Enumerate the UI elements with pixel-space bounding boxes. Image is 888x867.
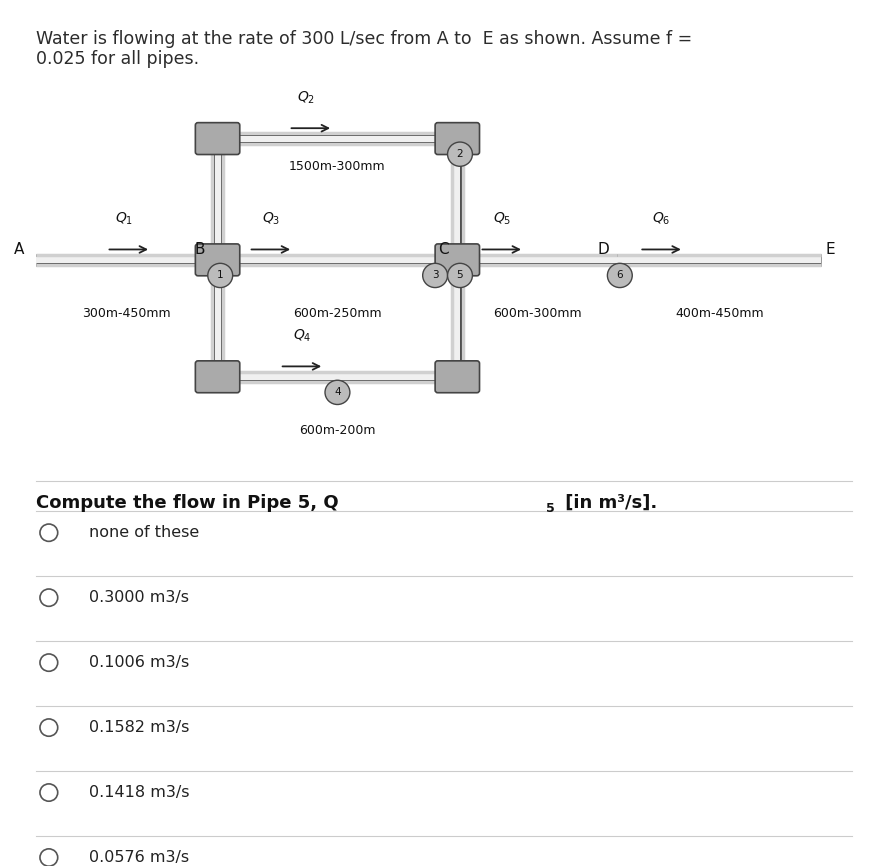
Text: $Q_4$: $Q_4$ — [293, 328, 311, 344]
Circle shape — [208, 264, 233, 288]
Text: 600m-200m: 600m-200m — [299, 425, 376, 438]
Circle shape — [607, 264, 632, 288]
Text: 600m-250mm: 600m-250mm — [293, 308, 382, 321]
Text: 0.0576 m3/s: 0.0576 m3/s — [89, 850, 189, 865]
Circle shape — [448, 142, 472, 166]
Text: 3: 3 — [432, 271, 439, 280]
Text: 5: 5 — [546, 502, 555, 515]
FancyBboxPatch shape — [435, 244, 480, 276]
Text: 0.025 for all pipes.: 0.025 for all pipes. — [36, 50, 199, 68]
FancyBboxPatch shape — [195, 122, 240, 154]
Text: D: D — [597, 242, 609, 257]
Text: E: E — [826, 242, 835, 257]
Text: B: B — [194, 242, 205, 257]
Text: 6: 6 — [616, 271, 623, 280]
Text: 1500m-300mm: 1500m-300mm — [289, 160, 385, 173]
Text: none of these: none of these — [89, 525, 199, 540]
Text: C: C — [438, 242, 448, 257]
Text: 0.3000 m3/s: 0.3000 m3/s — [89, 590, 189, 605]
Text: 0.1418 m3/s: 0.1418 m3/s — [89, 785, 189, 800]
Text: 4: 4 — [334, 388, 341, 397]
FancyBboxPatch shape — [435, 122, 480, 154]
Text: $Q_2$: $Q_2$ — [297, 89, 315, 106]
Text: 5: 5 — [456, 271, 464, 280]
Text: [in m³/s].: [in m³/s]. — [559, 493, 658, 512]
FancyBboxPatch shape — [195, 361, 240, 393]
Text: $Q_6$: $Q_6$ — [653, 211, 670, 227]
Text: 0.1006 m3/s: 0.1006 m3/s — [89, 655, 189, 670]
Text: 600m-300mm: 600m-300mm — [493, 308, 582, 321]
Text: $Q_5$: $Q_5$ — [493, 211, 511, 227]
Text: Compute the flow in Pipe 5, Q: Compute the flow in Pipe 5, Q — [36, 493, 338, 512]
Circle shape — [325, 381, 350, 405]
Text: Water is flowing at the rate of 300 L/sec from A to  E as shown. Assume f =: Water is flowing at the rate of 300 L/se… — [36, 30, 692, 49]
Text: 400m-450mm: 400m-450mm — [675, 308, 764, 321]
Text: 300m-450mm: 300m-450mm — [83, 308, 170, 321]
FancyBboxPatch shape — [195, 244, 240, 276]
Text: A: A — [14, 242, 25, 257]
Circle shape — [448, 264, 472, 288]
Circle shape — [423, 264, 448, 288]
FancyBboxPatch shape — [435, 361, 480, 393]
Text: 1: 1 — [217, 271, 224, 280]
Text: $Q_1$: $Q_1$ — [115, 211, 133, 227]
Text: 0.1582 m3/s: 0.1582 m3/s — [89, 720, 189, 735]
Text: 2: 2 — [456, 149, 464, 160]
Text: $Q_3$: $Q_3$ — [262, 211, 280, 227]
